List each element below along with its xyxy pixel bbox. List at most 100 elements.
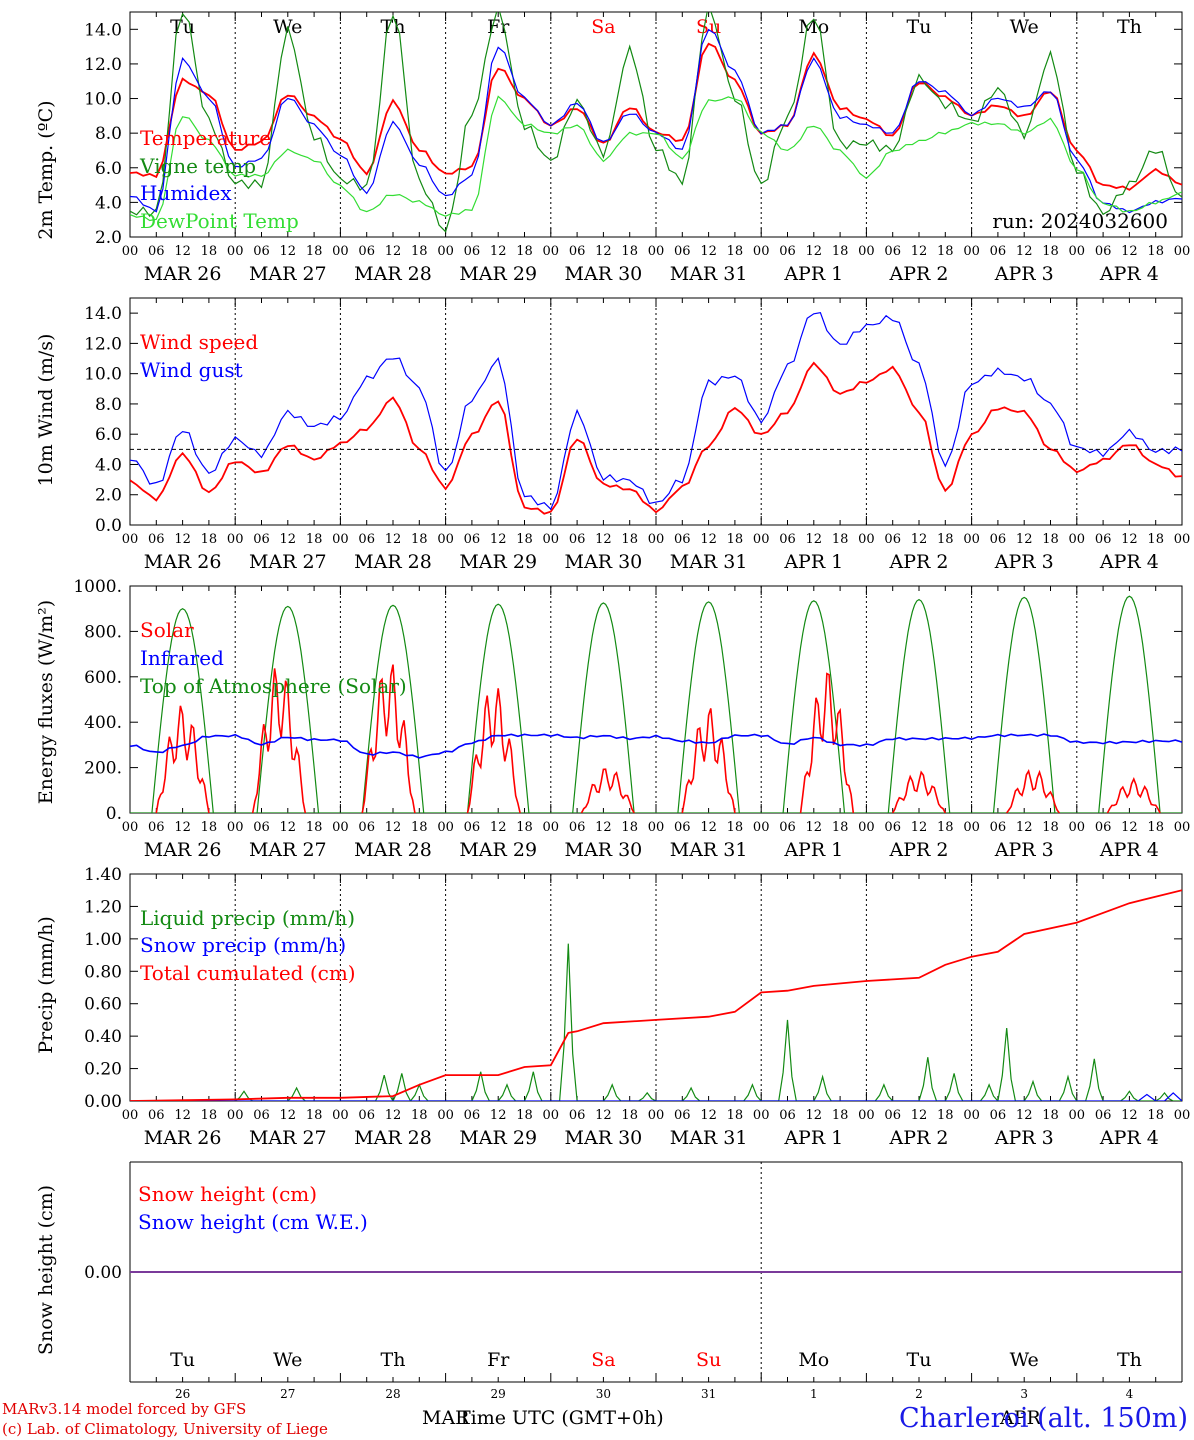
- date-label: APR 3: [994, 1127, 1054, 1149]
- hour-label: 18: [201, 820, 218, 835]
- hour-label: 12: [385, 532, 402, 547]
- date-label: MAR 26: [144, 551, 222, 573]
- hour-label: 12: [806, 244, 823, 259]
- bottom-month-right: APR: [999, 1407, 1042, 1429]
- date-label: APR 2: [889, 1127, 949, 1149]
- hour-label: 12: [700, 244, 717, 259]
- day-of-week-label: Th: [1117, 1349, 1142, 1371]
- hour-label: 06: [358, 532, 375, 547]
- toa-arch: [151, 608, 214, 813]
- hour-label: 18: [1042, 244, 1059, 259]
- hour-label: 06: [674, 532, 691, 547]
- hour-label: 06: [779, 820, 796, 835]
- hour-label: 00: [543, 820, 560, 835]
- hour-label: 12: [1121, 820, 1138, 835]
- chart-panel-5: 0.00 Snow height (cm) Tu 26 We 27 Th 28 Fr 29 Sa 30…: [35, 1161, 1183, 1401]
- hour-label: 12: [174, 820, 191, 835]
- hour-label: 18: [727, 820, 744, 835]
- legend-snow-height: Snow height (cm): [138, 1182, 317, 1206]
- chart-panel-2: 0.0 2.0 4.0 6.0 8.0 10.0 12.0 14.0 10m Wind (m/s…: [35, 297, 1190, 573]
- hour-label: 12: [174, 1108, 191, 1123]
- day-of-week-label: Th: [381, 1349, 406, 1371]
- hour-label: 18: [937, 1108, 954, 1123]
- y-tick-label: 4.0: [95, 455, 122, 475]
- hour-label: 00: [122, 244, 139, 259]
- day-number-label: 26: [175, 1387, 190, 1401]
- hour-label: 06: [990, 244, 1007, 259]
- series-line-humidex: [130, 28, 1182, 214]
- date-label: MAR 30: [565, 551, 643, 573]
- date-label: APR 2: [889, 263, 949, 285]
- date-label: APR 2: [889, 551, 949, 573]
- hour-label: 18: [201, 1108, 218, 1123]
- hour-label: 18: [1147, 1108, 1164, 1123]
- liquid-precip-line: [130, 943, 1182, 1101]
- date-label: APR 4: [1099, 263, 1159, 285]
- legend-dewpoint: DewPoint Temp: [140, 209, 299, 233]
- hour-label: 06: [464, 1108, 481, 1123]
- date-label: APR 3: [994, 839, 1054, 861]
- hour-label: 00: [753, 532, 770, 547]
- date-label: MAR 28: [354, 839, 432, 861]
- y-axis-label: Precip (mm/h): [35, 916, 57, 1054]
- hour-label: 00: [648, 1108, 665, 1123]
- date-label: MAR 29: [459, 1127, 537, 1149]
- y-tick-label: 400.: [84, 713, 122, 733]
- day-of-week-label: Th: [1117, 16, 1142, 38]
- day-number-label: 4: [1126, 1387, 1134, 1401]
- hour-label: 00: [963, 244, 980, 259]
- hour-label: 12: [700, 532, 717, 547]
- day-of-week-label: Tu: [170, 1349, 195, 1371]
- hour-label: 06: [464, 820, 481, 835]
- hour-label: 12: [385, 820, 402, 835]
- hour-label: 06: [779, 1108, 796, 1123]
- bottom-month-left: MAR: [422, 1407, 470, 1429]
- y-tick-label: 1000.: [73, 577, 122, 597]
- y-tick-label: 0.80: [84, 962, 122, 982]
- day-of-week-label: Tu: [907, 1349, 932, 1371]
- day-number-label: 31: [701, 1387, 716, 1401]
- hour-label: 12: [1121, 244, 1138, 259]
- hour-label: 12: [280, 532, 297, 547]
- hour-label: 00: [648, 532, 665, 547]
- solar-curve: [361, 664, 416, 813]
- y-tick-label: 0.20: [84, 1060, 122, 1080]
- legend-liquid-precip: Liquid precip (mm/h): [140, 906, 355, 930]
- hour-label: 12: [595, 532, 612, 547]
- hour-label: 00: [1069, 1108, 1086, 1123]
- hour-label: 06: [990, 820, 1007, 835]
- date-label: APR 1: [783, 839, 843, 861]
- series-line-wind-gust: [130, 312, 1182, 511]
- hour-label: 18: [1147, 532, 1164, 547]
- date-label: MAR 30: [565, 263, 643, 285]
- toa-arch: [572, 602, 635, 813]
- hour-label: 06: [884, 1108, 901, 1123]
- hour-label: 18: [1042, 820, 1059, 835]
- date-label: MAR 31: [670, 551, 748, 573]
- series-line-wind-speed: [130, 361, 1182, 515]
- hour-label: 06: [148, 1108, 165, 1123]
- date-label: APR 3: [994, 551, 1054, 573]
- hour-label: 12: [911, 1108, 928, 1123]
- energy-legend: Solar Infrared Top of Atmosphere (Solar): [140, 618, 407, 698]
- hour-label: 06: [569, 1108, 586, 1123]
- hour-label: 12: [174, 244, 191, 259]
- hour-label: 00: [963, 820, 980, 835]
- hour-label: 06: [779, 244, 796, 259]
- hour-label: 18: [1042, 532, 1059, 547]
- hour-label: 00: [543, 532, 560, 547]
- hour-label: 00: [543, 244, 560, 259]
- hour-label: 00: [1174, 244, 1191, 259]
- date-label: MAR 26: [144, 263, 222, 285]
- hour-label: 00: [858, 1108, 875, 1123]
- hour-label: 00: [122, 532, 139, 547]
- hour-label: 00: [543, 1108, 560, 1123]
- hour-label: 06: [884, 820, 901, 835]
- legend-temperature: Temperature: [140, 126, 271, 150]
- hour-label: 06: [253, 532, 270, 547]
- hour-label: 18: [832, 1108, 849, 1123]
- y-tick-label: 600.: [84, 668, 122, 688]
- hour-label: 12: [595, 244, 612, 259]
- hour-label: 06: [1095, 1108, 1112, 1123]
- hour-label: 06: [779, 532, 796, 547]
